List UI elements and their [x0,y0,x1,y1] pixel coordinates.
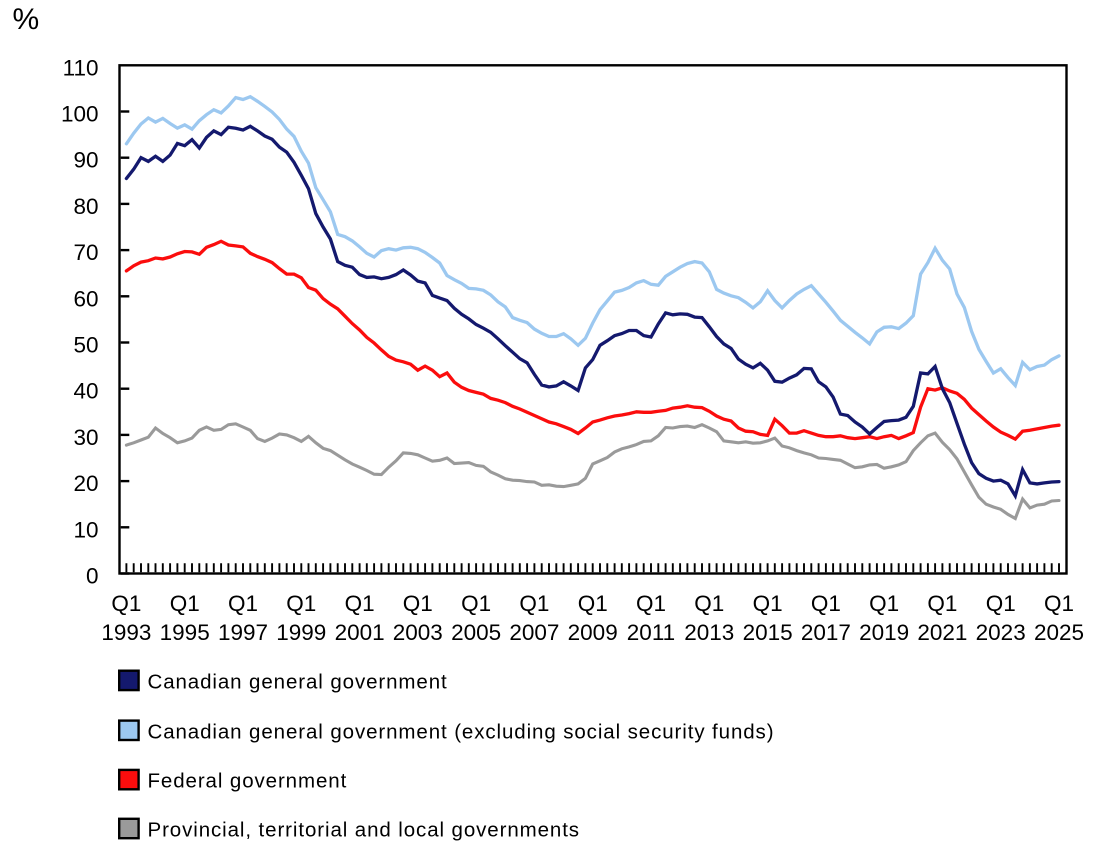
svg-text:Q1: Q1 [228,591,258,616]
svg-text:1993: 1993 [101,620,151,645]
svg-text:2017: 2017 [801,620,851,645]
svg-text:Q1: Q1 [636,591,666,616]
svg-text:2021: 2021 [917,620,967,645]
svg-text:Q1: Q1 [578,591,608,616]
svg-text:40: 40 [73,379,98,404]
svg-text:1995: 1995 [160,620,210,645]
svg-text:Q1: Q1 [403,591,433,616]
svg-text:60: 60 [73,286,98,311]
svg-text:Q1: Q1 [811,591,841,616]
svg-text:2005: 2005 [451,620,501,645]
svg-text:Federal government: Federal government [148,770,348,793]
svg-text:30: 30 [73,425,98,450]
svg-text:Q1: Q1 [986,591,1016,616]
svg-text:Q1: Q1 [869,591,899,616]
svg-text:Q1: Q1 [461,591,491,616]
svg-text:2009: 2009 [568,620,618,645]
svg-text:Q1: Q1 [111,591,141,616]
svg-text:0: 0 [86,564,99,589]
svg-text:Canadian general government: Canadian general government [148,670,448,693]
svg-text:2013: 2013 [684,620,734,645]
svg-text:80: 80 [73,194,98,219]
svg-text:2001: 2001 [335,620,385,645]
svg-text:Q1: Q1 [927,591,957,616]
svg-text:110: 110 [63,55,99,80]
svg-text:Q1: Q1 [345,591,375,616]
svg-text:10: 10 [73,517,98,542]
svg-text:Q1: Q1 [694,591,724,616]
svg-text:2015: 2015 [743,620,793,645]
svg-text:2007: 2007 [509,620,559,645]
svg-text:70: 70 [73,240,98,265]
svg-text:Provincial, territorial and lo: Provincial, territorial and local govern… [148,819,580,842]
svg-text:2011: 2011 [627,620,675,645]
svg-text:90: 90 [73,148,98,173]
svg-text:100: 100 [61,102,99,127]
svg-text:Q1: Q1 [519,591,549,616]
svg-text:2019: 2019 [859,620,909,645]
svg-text:Q1: Q1 [170,591,200,616]
svg-text:Canadian general government (e: Canadian general government (excluding s… [148,720,775,743]
svg-text:2003: 2003 [393,620,443,645]
svg-text:20: 20 [73,471,98,496]
svg-text:Q1: Q1 [1044,591,1074,616]
svg-text:%: % [13,3,40,36]
svg-text:Q1: Q1 [286,591,316,616]
svg-text:2023: 2023 [976,620,1026,645]
svg-text:1997: 1997 [218,620,268,645]
svg-text:Q1: Q1 [753,591,783,616]
svg-text:2025: 2025 [1034,620,1084,645]
svg-text:50: 50 [73,333,98,358]
svg-text:1999: 1999 [276,620,326,645]
